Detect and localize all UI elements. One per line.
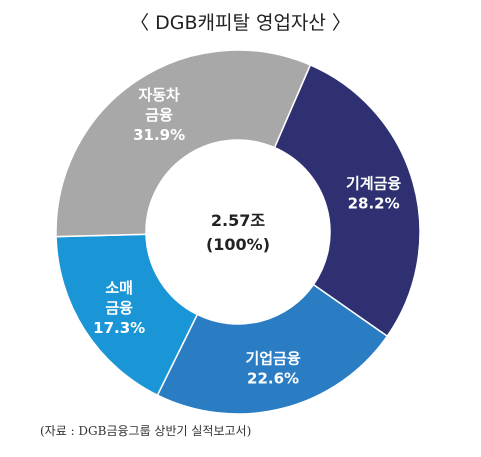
slice-2 <box>55 233 199 397</box>
slice-label-0: 기계금융 28.2% <box>346 175 401 213</box>
source-note: (자료 : DGB금융그룹 상반기 실적보고서) <box>40 424 252 438</box>
slice-label-1: 기업금융 22.6% <box>245 350 300 388</box>
slice-1 <box>156 283 389 415</box>
slice-label-3: 자동차 금융 31.9% <box>133 86 185 144</box>
chart-title: 〈 DGB캐피탈 영업자산 〉 <box>130 12 351 34</box>
center-total: 2.57조 (100%) <box>206 211 270 254</box>
slice-0 <box>273 63 421 338</box>
slice-3 <box>55 49 312 238</box>
slice-label-2: 소매 금융 17.3% <box>93 279 145 337</box>
